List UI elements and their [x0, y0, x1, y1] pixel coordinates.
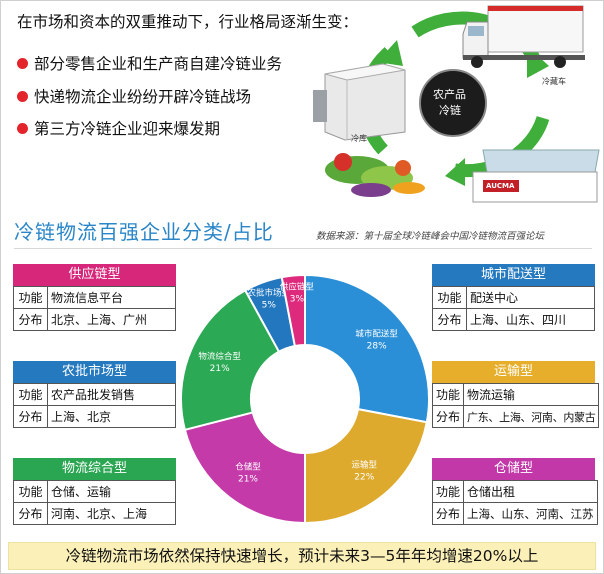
slice-label: 城市配送型 [355, 329, 398, 340]
row-value: 上海、山东、河南、江苏 [463, 502, 598, 525]
intro-text: 在市场和资本的双重推动下，行业格局逐渐生变： [17, 13, 359, 31]
table-row: 功能 物流信息平台 [13, 286, 176, 309]
vegetables-icon [325, 153, 425, 197]
row-key: 功能 [13, 383, 48, 406]
row-key: 分布 [13, 308, 48, 331]
red-dot-icon [17, 57, 28, 69]
data-source: 数据来源：第十届全球冷链峰会中国冷链物流百强论坛 [316, 231, 545, 242]
row-key: 分布 [432, 308, 467, 331]
slice-label: 运输型 [352, 460, 378, 471]
slice-label: 农批市场型 [247, 287, 290, 298]
row-key: 分布 [431, 502, 465, 525]
card-title: 仓储型 [432, 458, 595, 480]
row-value: 广东、上海、河南、内蒙古 [463, 405, 600, 428]
card-table: 功能 仓储出租 分布 上海、山东、河南、江苏 [431, 480, 598, 525]
cold-chain-cycle-graphic [313, 5, 600, 203]
slice-value: 22% [354, 473, 374, 483]
bullet-item: 快递物流企业纷纷开辟冷链战场 [17, 85, 251, 107]
card-table: 功能 配送中心 分布 上海、山东、四川 [432, 286, 595, 331]
table-row: 分布 上海、山东、河南、江苏 [431, 502, 598, 525]
slice-value: 21% [210, 364, 230, 374]
bullet-text: 第三方冷链企业迎来爆发期 [34, 120, 221, 138]
donut-slice-3 [180, 288, 281, 432]
bullet-item: 第三方冷链企业迎来爆发期 [17, 117, 220, 139]
slice-value: 3% [290, 294, 305, 304]
slice-value: 28% [367, 342, 387, 352]
row-value: 农产品批发销售 [47, 383, 176, 406]
card-title: 供应链型 [13, 264, 176, 286]
card-title: 运输型 [432, 361, 595, 383]
category-donut-chart: 城市配送型 28% 运输型 22% 仓储型 21% 物流综合型 21% 农批市场型 5%供应链型 3… [180, 273, 430, 525]
row-value: 物流信息平台 [47, 286, 176, 309]
title-divider [14, 248, 592, 249]
row-value: 物流运输 [463, 383, 600, 406]
row-value: 上海、北京 [47, 405, 176, 428]
slice-label: 供应链型 [280, 281, 315, 292]
row-key: 功能 [431, 480, 465, 503]
table-row: 分布 上海、山东、四川 [432, 308, 595, 331]
card-comprehensive: 物流综合型 功能 仓储、运输 分布 河南、北京、上海 [13, 458, 176, 525]
donut-slice-0 [304, 273, 430, 424]
center-badge [419, 69, 487, 137]
bullet-item: 部分零售企业和生产商自建冷链业务 [17, 52, 282, 74]
truck-caption: 冷藏车 [542, 77, 566, 86]
row-key: 分布 [13, 502, 48, 525]
intro-section: 在市场和资本的双重推动下，行业格局逐渐生变： 部分零售企业和生产商自建冷链业务 … [0, 0, 604, 210]
table-row: 功能 配送中心 [432, 286, 595, 309]
card-wholesale-market: 农批市场型 功能 农产品批发销售 分布 上海、北京 [13, 361, 176, 428]
center-label-line2: 冷链 [439, 104, 461, 117]
growth-banner: 冷链物流市场依然保持快速增长，预计未来3—5年年均增速20%以上 [8, 542, 596, 570]
donut-slice-2 [183, 411, 306, 525]
storage-caption: 冷库 [351, 134, 367, 143]
row-key: 功能 [13, 286, 48, 309]
row-value: 北京、上海、广州 [47, 308, 176, 331]
table-row: 功能 农产品批发销售 [13, 383, 176, 406]
row-value: 仓储出租 [463, 480, 598, 503]
row-value: 仓储、运输 [47, 480, 176, 503]
donut-slice-1 [304, 407, 428, 525]
card-warehousing: 仓储型 功能 仓储出租 分布 上海、山东、河南、江苏 [431, 458, 598, 525]
freezer-brand: AUCMA [486, 182, 515, 190]
table-row: 分布 河南、北京、上海 [13, 502, 176, 525]
cold-storage-icon [313, 63, 406, 141]
slice-value: 21% [238, 474, 258, 484]
card-title: 物流综合型 [13, 458, 176, 480]
donut-slice-5 [280, 273, 306, 348]
slice-label: 物流综合型 [198, 351, 241, 362]
row-key: 功能 [432, 286, 467, 309]
card-table: 功能 农产品批发销售 分布 上海、北京 [13, 383, 176, 428]
card-table: 功能 仓储、运输 分布 河南、北京、上海 [13, 480, 176, 525]
table-row: 分布 北京、上海、广州 [13, 308, 176, 331]
row-key: 分布 [431, 405, 465, 428]
refrigerated-truck-icon [462, 5, 585, 68]
card-supply-chain: 供应链型 功能 物流信息平台 分布 北京、上海、广州 [13, 264, 176, 331]
slice-label: 仓储型 [235, 461, 261, 472]
card-transport: 运输型 功能 物流运输 分布 广东、上海、河南、内蒙古 [431, 361, 600, 428]
slice-value: 5% [262, 300, 277, 310]
red-dot-icon [17, 122, 28, 134]
card-table: 功能 物流信息平台 分布 北京、上海、广州 [13, 286, 176, 331]
table-row: 功能 物流运输 [431, 383, 600, 406]
row-value: 配送中心 [466, 286, 595, 309]
table-row: 功能 仓储、运输 [13, 480, 176, 503]
red-dot-icon [17, 90, 28, 102]
table-row: 功能 仓储出租 [431, 480, 598, 503]
card-title: 城市配送型 [432, 264, 595, 286]
row-key: 功能 [13, 480, 48, 503]
section-title: 冷链物流百强企业分类/占比 [14, 220, 274, 244]
table-row: 分布 广东、上海、河南、内蒙古 [431, 405, 600, 428]
row-value: 上海、山东、四川 [466, 308, 595, 331]
row-key: 功能 [431, 383, 465, 406]
cold-chain-illustration: 农产品 冷链 冷藏车 冷库 AUCMA [305, 0, 604, 210]
bullet-text: 快递物流企业纷纷开辟冷链战场 [34, 88, 252, 106]
center-label-line1: 农产品 [433, 88, 466, 101]
card-table: 功能 物流运输 分布 广东、上海、河南、内蒙古 [431, 383, 600, 428]
row-key: 分布 [13, 405, 48, 428]
bullet-text: 部分零售企业和生产商自建冷链业务 [34, 55, 283, 73]
row-value: 河南、北京、上海 [47, 502, 176, 525]
card-city-delivery: 城市配送型 功能 配送中心 分布 上海、山东、四川 [432, 264, 595, 331]
table-row: 分布 上海、北京 [13, 405, 176, 428]
display-freezer-icon [472, 149, 600, 203]
card-title: 农批市场型 [13, 361, 176, 383]
